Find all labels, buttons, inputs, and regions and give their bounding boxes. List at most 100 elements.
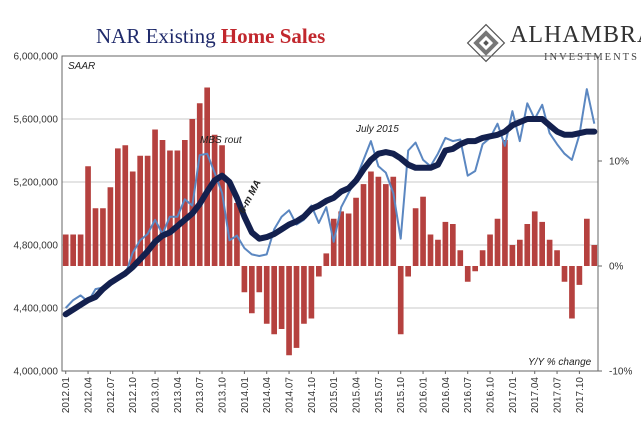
right-tick-label: 10%: [609, 157, 629, 168]
yoy-bar: [219, 145, 225, 266]
x-tick-label: 2013.07: [195, 377, 206, 414]
yoy-bar: [271, 266, 277, 335]
yoy-bar: [494, 218, 501, 266]
x-tick-label: 2016.07: [463, 377, 474, 414]
yoy-bar: [316, 266, 322, 277]
left-tick-label: 6,000,000: [14, 52, 59, 63]
yoy-bar: [368, 171, 374, 266]
yoy-bar: [375, 176, 382, 266]
yoy-bar: [92, 208, 99, 266]
yoy-bar: [211, 134, 218, 266]
x-tick-label: 2017.01: [508, 377, 519, 414]
right-tick-label: -10%: [609, 367, 632, 378]
yoy-bar: [539, 221, 545, 266]
moving-average-line: [62, 116, 598, 318]
yoy-bar: [204, 87, 210, 266]
yoy-bar: [517, 239, 523, 266]
x-tick-label: 2016.01: [419, 377, 430, 414]
x-tick-label: 2017.04: [530, 377, 541, 414]
x-tick-label: 2013.04: [173, 377, 184, 414]
yoy-bar: [152, 129, 158, 266]
yoy-bar: [427, 234, 434, 266]
chart-title: NAR Existing Home Sales: [96, 24, 325, 49]
yoy-bar: [345, 213, 352, 266]
yoy-bar: [249, 266, 255, 314]
x-tick-label: 2015.01: [329, 377, 340, 414]
yoy-bar: [137, 155, 143, 266]
x-tick-label: 2012.01: [61, 377, 72, 414]
yoy-bar: [591, 245, 598, 266]
yoy-bar: [189, 119, 196, 266]
yoy-bar: [561, 266, 568, 282]
yoy-bar: [256, 266, 263, 293]
left-axis-ticks: 4,000,000 4,400,000 4,800,000 5,200,000 5,60…: [14, 52, 59, 378]
yoy-bar: [174, 150, 181, 266]
yoy-bar: [502, 140, 508, 266]
x-tick-label: 2012.07: [106, 377, 117, 414]
x-tick-label: 2016.04: [441, 377, 452, 414]
yoy-axis-label: Y/Y % change: [528, 357, 592, 368]
yoy-bar: [420, 196, 426, 266]
yoy-bar: [182, 140, 188, 266]
yoy-bar: [569, 266, 575, 319]
sales-lines: [62, 88, 598, 318]
alhambra-logo-icon: [466, 23, 506, 63]
left-tick-label: 4,400,000: [14, 304, 59, 315]
yoy-bar: [546, 239, 553, 266]
yoy-bar: [464, 266, 471, 282]
x-tick-label: 2012.04: [84, 377, 95, 414]
x-tick-label: 2012.10: [128, 377, 139, 414]
yoy-bar: [457, 250, 464, 266]
right-tick-label: 0%: [609, 262, 624, 273]
x-tick-label: 2014.10: [307, 377, 318, 414]
left-tick-label: 5,600,000: [14, 115, 59, 126]
x-tick-label: 2015.04: [352, 377, 363, 414]
yoy-bar: [241, 266, 248, 293]
yoy-bar: [122, 145, 129, 266]
yoy-bars: [62, 87, 598, 356]
yoy-bar: [487, 234, 493, 266]
yoy-bar: [360, 184, 367, 266]
yoy-bar: [167, 150, 173, 266]
annotation-mbs-rout: MBS rout: [200, 135, 243, 146]
yoy-bar: [524, 224, 531, 266]
x-tick-label: 2015.07: [374, 377, 385, 414]
yoy-bar: [472, 266, 478, 272]
yoy-bar: [107, 187, 114, 266]
yoy-bar: [286, 266, 292, 356]
yoy-bar: [278, 266, 285, 329]
yoy-bar: [226, 182, 233, 266]
yoy-bar: [159, 140, 166, 266]
yoy-bar: [531, 211, 538, 266]
yoy-bar: [115, 148, 121, 266]
chart-title-part2: Home Sales: [220, 24, 326, 48]
yoy-bar: [85, 166, 91, 266]
yoy-bar: [442, 221, 449, 266]
yoy-bar: [405, 266, 411, 277]
left-tick-label: 4,800,000: [14, 241, 59, 252]
yoy-bar: [412, 208, 419, 266]
yoy-bar: [576, 266, 583, 285]
x-tick-label: 2017.10: [575, 377, 586, 414]
x-tick-label: 2013.10: [218, 377, 229, 414]
x-tick-label: 2014.01: [240, 377, 251, 414]
yoy-bar: [234, 203, 240, 266]
x-tick-label: 2014.07: [285, 377, 296, 414]
chart-title-part1: NAR Existing: [96, 24, 216, 48]
left-tick-label: 4,000,000: [14, 367, 59, 378]
yoy-bar: [584, 218, 590, 266]
yoy-bar: [196, 103, 203, 266]
yoy-bar: [397, 266, 404, 335]
yoy-bar: [338, 211, 344, 266]
annotation-6m-ma: 6-m MA: [237, 178, 264, 215]
yoy-bar: [390, 176, 397, 266]
yoy-bar: [100, 208, 106, 266]
yoy-bar: [308, 266, 315, 319]
x-tick-label: 2016.10: [486, 377, 497, 414]
left-tick-label: 5,200,000: [14, 178, 59, 189]
brand-tagline: INVESTMENTS: [544, 52, 639, 63]
x-tick-label: 2017.07: [553, 377, 564, 414]
annotation-july-2015: July 2015: [355, 124, 399, 135]
right-axis-ticks: 10% 0% -10%: [598, 157, 632, 378]
yoy-bar: [554, 250, 560, 266]
